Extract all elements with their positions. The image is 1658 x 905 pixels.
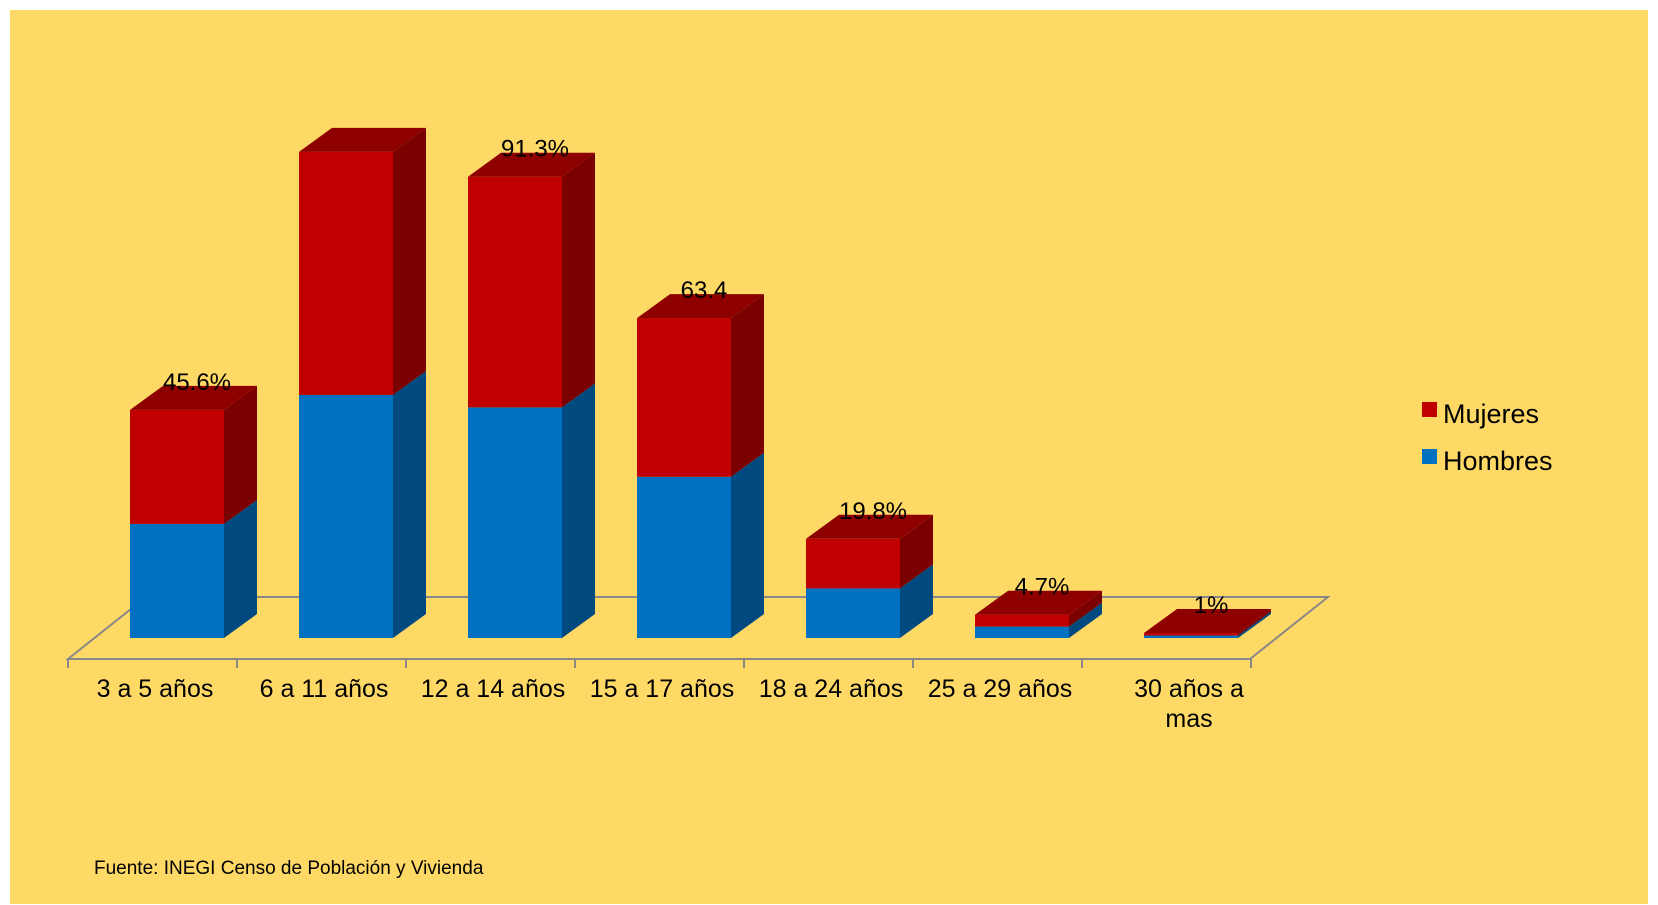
data-label: 1%: [1194, 592, 1229, 619]
bar-hombres-side: [393, 370, 426, 638]
bar-mujeres-side: [1069, 590, 1102, 627]
legend-swatch: [1422, 402, 1437, 417]
bar-mujeres-side: [224, 385, 257, 524]
category-label: 18 a 24 años: [759, 675, 904, 703]
bar-hombres-side: [1069, 602, 1102, 638]
bar-hombres: [637, 476, 731, 638]
bar-hombres: [130, 523, 224, 638]
category-label: 3 a 5 años: [97, 675, 214, 703]
bar-mujeres: [637, 318, 731, 477]
bar-hombres: [299, 394, 393, 638]
legend-label: Hombres: [1443, 446, 1553, 476]
bar-hombres-side: [731, 452, 764, 638]
category-label: mas: [1165, 705, 1212, 733]
bar-top: [299, 127, 426, 152]
bar-top: [637, 294, 764, 319]
bar-mujeres-side: [1238, 609, 1271, 636]
legend-label: Mujeres: [1443, 399, 1539, 429]
bar-mujeres-side: [900, 514, 933, 589]
bar-top: [468, 152, 595, 177]
bar-hombres-side: [1238, 611, 1271, 638]
data-label: 45.6%: [163, 369, 231, 396]
bar-hombres: [806, 588, 900, 638]
category-label: 25 a 29 años: [928, 675, 1073, 703]
bar-mujeres-side: [393, 127, 426, 395]
stacked-bar-chart: 45.6% 3 a 5 años 6 a 11 años 91.3% 12 a 14 a…: [65, 127, 1553, 733]
data-label: 91.3%: [501, 136, 569, 163]
source-note: Fuente: INEGI Censo de Población y Vivie…: [94, 858, 484, 879]
bar-mujeres: [130, 409, 224, 524]
chart-frame: 45.6% 3 a 5 años 6 a 11 años 91.3% 12 a 14 a…: [10, 10, 1648, 904]
category-label: 30 años a: [1134, 675, 1244, 703]
chart-floor: [65, 596, 1331, 660]
bar-mujeres-side: [731, 294, 764, 477]
bar-mujeres: [299, 151, 393, 395]
bar-hombres-side: [562, 383, 595, 638]
bar-mujeres: [806, 538, 900, 589]
category-label: 6 a 11 años: [260, 675, 389, 703]
bar-top: [975, 590, 1102, 615]
bar-mujeres: [1144, 633, 1238, 636]
data-label: 63.4: [681, 277, 728, 304]
bar-hombres-side: [224, 499, 257, 638]
data-label: 19.8%: [839, 498, 907, 525]
bar-top: [806, 514, 933, 539]
bar-hombres: [1144, 635, 1238, 638]
bar-hombres-side: [900, 564, 933, 638]
bar-hombres: [468, 407, 562, 638]
category-label: 15 a 17 años: [590, 675, 735, 703]
legend-swatch: [1422, 449, 1437, 464]
bar-mujeres-side: [562, 152, 595, 408]
bar-top: [1144, 609, 1271, 634]
category-label: 12 a 14 años: [421, 675, 566, 703]
bar-hombres: [975, 626, 1069, 638]
bar-mujeres: [975, 614, 1069, 627]
bar-mujeres: [468, 176, 562, 408]
bar-top: [130, 385, 257, 410]
data-label: 4.7%: [1015, 574, 1070, 601]
